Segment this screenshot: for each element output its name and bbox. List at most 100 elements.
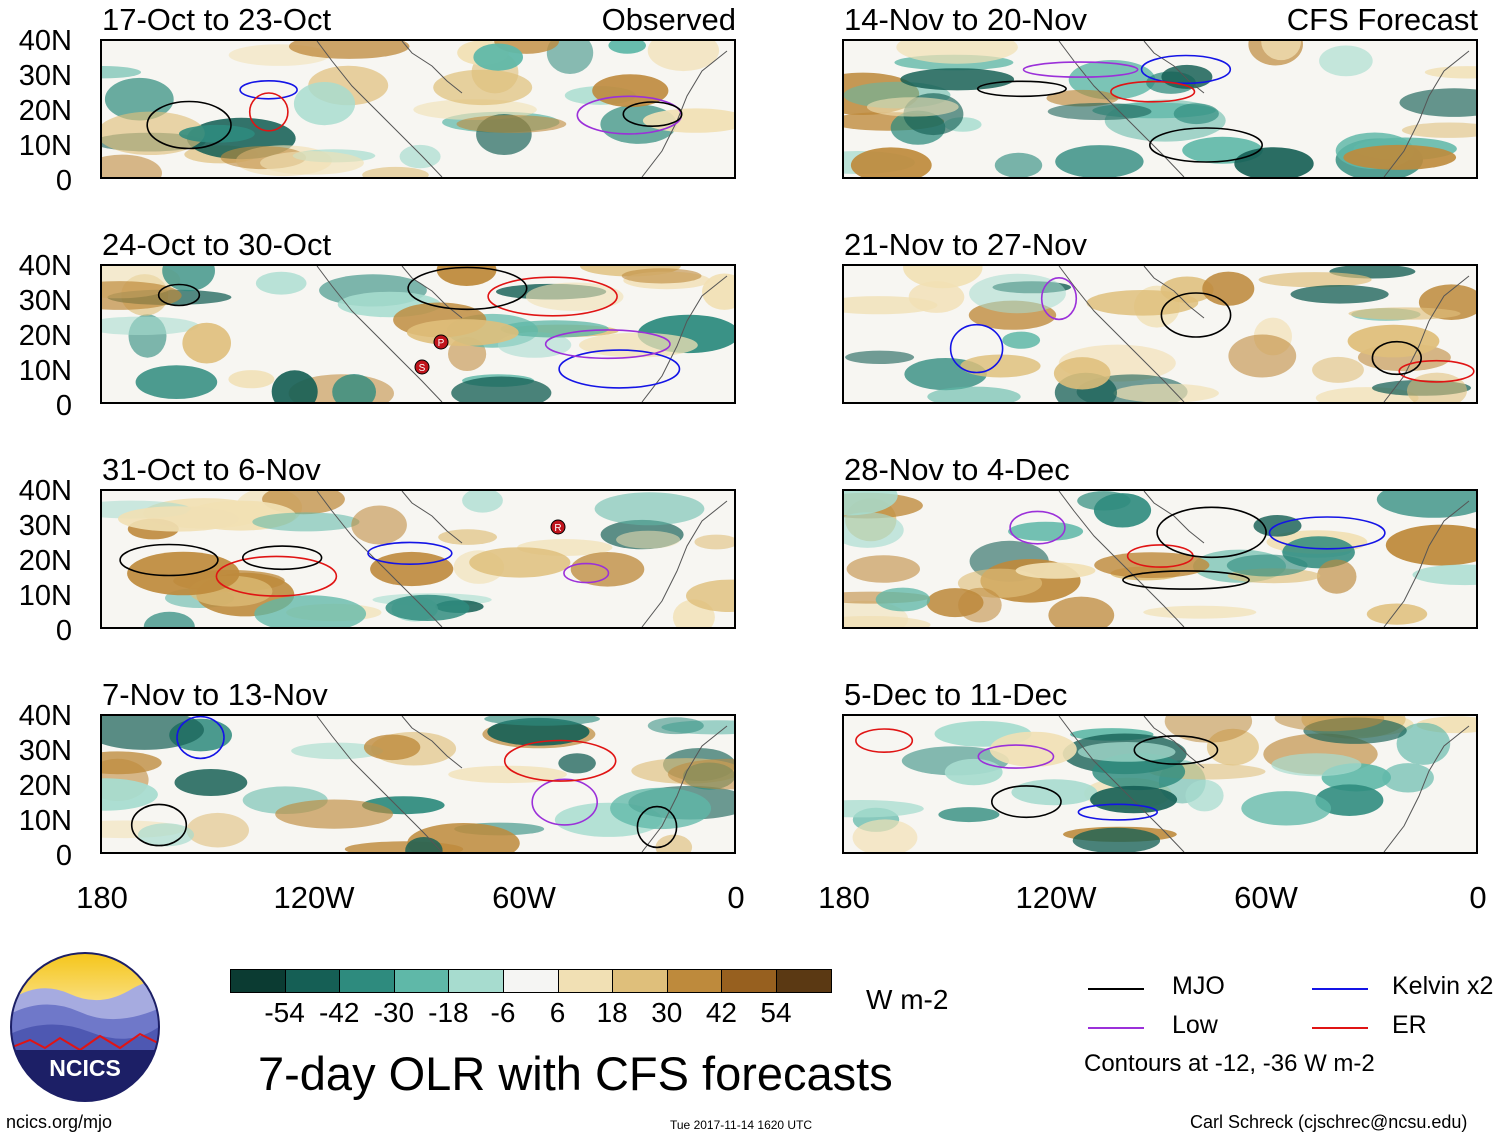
y-tick-label: 0 [55,390,72,422]
coastline [316,41,728,177]
olr-anomaly-blob [647,41,720,72]
x-tick-label: 180 [818,880,870,915]
olr-map [844,716,1476,852]
olr-anomaly-blob [332,374,376,402]
olr-anomaly-blob [1376,491,1476,518]
olr-anomaly-blob [1077,491,1131,511]
panel-title-3: 31-Oct to 6-Nov [102,452,321,487]
wave-contour [1268,516,1386,550]
wave-contour [1148,127,1263,163]
x-tick-label: 0 [727,880,745,915]
olr-anomaly-blob [1090,785,1178,814]
legend-label-mjo: MJO [1172,972,1225,1000]
map-panel-4 [100,714,736,854]
olr-anomaly-blob [385,594,470,621]
olr-anomaly-blob [405,837,443,852]
coastline [316,491,728,627]
y-tick-label: 30N [18,735,72,767]
olr-anomaly-blob [558,753,596,774]
olr-anomaly-blob [1396,722,1451,765]
olr-anomaly-blob [621,268,702,284]
y-tick-label: 20N [18,770,72,802]
wave-contour [563,562,610,584]
cfs-forecast-label: CFS Forecast [1286,2,1478,37]
panel-title-5: 14-Nov to 20-Nov [844,2,1087,37]
olr-anomaly-blob [1143,605,1257,619]
colorbar-label: -18 [428,997,469,1028]
panel-title-7: 28-Nov to 4-Dec [844,452,1070,487]
olr-anomaly-blob [866,97,959,117]
wave-contour [157,283,201,307]
wave-contour [622,101,683,128]
olr-anomaly-blob [1401,122,1476,138]
legend-label-low: Low [1172,1011,1218,1039]
map-panel-5 [842,39,1478,179]
wave-contour [1077,803,1158,821]
colorbar-label: 42 [705,997,737,1028]
panel-title-1: 17-Oct to 23-Oct [102,2,332,37]
olr-anomaly-blob [875,587,931,612]
olr-anomaly-blob [228,370,275,389]
olr-anomaly-blob [1048,596,1115,627]
olr-map [844,266,1476,402]
olr-anomaly-blob [1315,784,1384,816]
olr-anomaly-blob [852,819,918,852]
olr-map [102,716,734,852]
wave-contour [130,803,188,847]
wave-contour [241,545,323,571]
olr-anomaly-blob [1258,272,1372,288]
olr-anomaly-blob [850,147,932,177]
wave-contour [1398,359,1475,383]
olr-anomaly-blob [118,506,239,532]
olr-anomaly-blob [252,512,360,532]
olr-anomaly-blob [1348,307,1461,320]
y-tick-label: 30N [18,60,72,92]
olr-anomaly-blob [1412,564,1476,586]
olr-map [844,41,1476,177]
olr-anomaly-blob [275,799,393,829]
olr-anomaly-blob [903,266,983,289]
legend-label-er: ER [1392,1011,1427,1039]
olr-anomaly-blob [271,370,318,402]
colorbar-swatch [666,969,723,993]
legend-label-kelvin: Kelvin x2 [1392,972,1494,1000]
colorbar-label: -6 [490,997,516,1028]
wave-contour [544,329,671,360]
olr-anomaly-blob [436,266,497,286]
olr-anomaly-blob [647,717,704,735]
olr-anomaly-blob [1160,276,1214,303]
olr-anomaly-blob [484,716,600,726]
colorbar-label: -42 [318,997,360,1028]
olr-anomaly-blob [1015,562,1096,579]
colorbar-swatch [339,969,395,993]
olr-anomaly-blob [254,595,367,627]
colorbar-swatch [284,969,341,993]
olr-anomaly-blob [462,491,503,513]
olr-anomaly-blob [1113,383,1219,402]
olr-anomaly-blob [291,742,383,760]
olr-anomaly-blob [1046,89,1119,107]
y-tick-label: 20N [18,545,72,577]
olr-anomaly-blob [845,350,915,364]
olr-anomaly-blob [944,758,1003,786]
y-tick-label: 0 [55,615,72,647]
olr-anomaly-blob [908,281,965,313]
wave-contour [990,785,1062,819]
coastline [1058,491,1470,627]
colorbar-swatch [776,969,832,993]
olr-anomaly-blob [1366,603,1428,625]
olr-anomaly-blob [362,166,429,177]
olr-anomaly-blob [433,69,533,106]
olr-anomaly-blob [1077,742,1176,762]
y-tick-label: 20N [18,320,72,352]
panel-title-4: 7-Nov to 13-Nov [102,677,328,712]
wave-contour [1022,61,1139,78]
wave-contour [1371,340,1422,376]
colorbar-label: -30 [373,997,415,1028]
coastline [316,716,728,852]
olr-anomaly-blob [846,555,920,583]
wave-contour [1140,54,1232,85]
olr-anomaly-blob [546,41,594,74]
olr-anomaly-blob [102,778,158,811]
olr-anomaly-blob [1068,60,1156,100]
